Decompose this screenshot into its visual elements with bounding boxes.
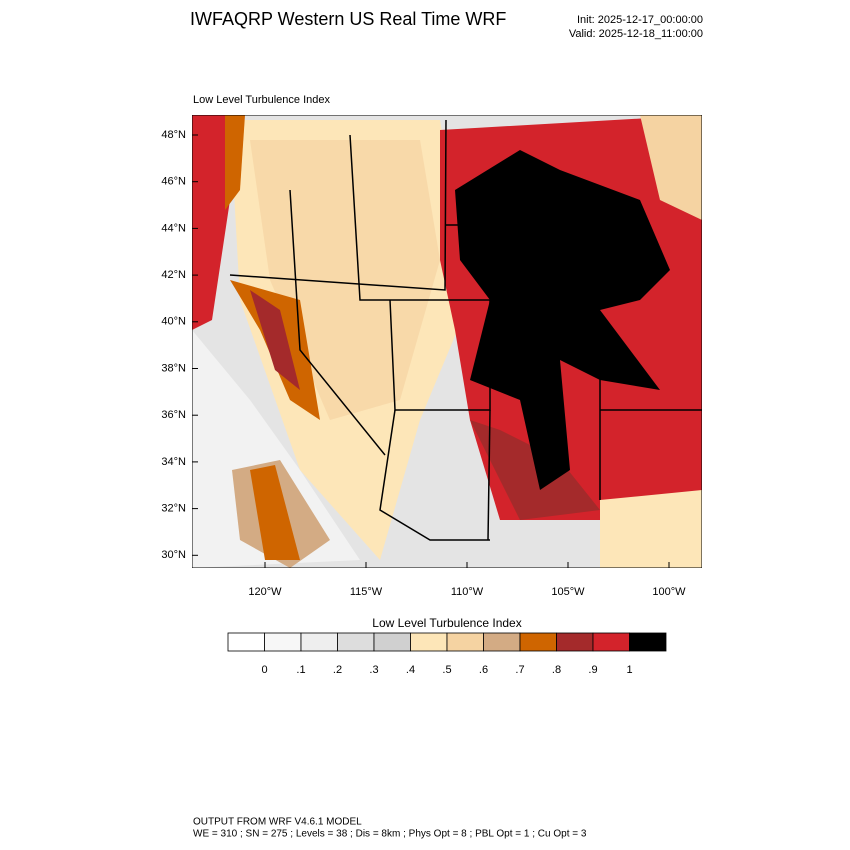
footer-line: WE = 310 ; SN = 275 ; Levels = 38 ; Dis … — [193, 829, 587, 840]
colorbar-label: .5 — [442, 664, 451, 676]
colorbar-label: .3 — [369, 664, 378, 676]
valid-time: Valid: 2025-12-18_11:00:00 — [569, 28, 703, 40]
lat-label: 40°N — [161, 316, 186, 328]
colorbar-box — [446, 632, 484, 652]
colorbar-title: Low Level Turbulence Index — [372, 616, 521, 630]
lon-label: 110°W — [451, 586, 484, 598]
colorbar-label: .7 — [515, 664, 524, 676]
lon-label: 120°W — [248, 586, 282, 598]
colorbar-box — [410, 632, 448, 652]
colorbar-label: .4 — [406, 664, 415, 676]
map-field — [192, 115, 702, 568]
colorbar-label: .6 — [479, 664, 488, 676]
colorbar-box — [592, 632, 630, 652]
colorbar-box — [629, 632, 667, 652]
map-subtitle: Low Level Turbulence Index — [193, 94, 330, 106]
colorbar-box — [519, 632, 557, 652]
lat-label: 44°N — [161, 222, 186, 234]
lat-label: 34°N — [161, 456, 186, 468]
colorbar-label: 1 — [626, 664, 632, 676]
map-axes: 48°N 46°N 44°N 42°N 40°N 38°N 36°N 34°N 32°N 30°N… — [161, 129, 686, 598]
colorbar-box — [556, 632, 594, 652]
footer-line: OUTPUT FROM WRF V4.6.1 MODEL — [193, 817, 362, 828]
lat-label: 30°N — [161, 549, 186, 561]
colorbar-box — [483, 632, 521, 652]
colorbar-label: .8 — [552, 664, 561, 676]
init-time: Init: 2025-12-17_00:00:00 — [577, 14, 703, 26]
lat-label: 48°N — [161, 129, 186, 141]
title: IWFAQRP Western US Real Time WRF — [190, 9, 506, 29]
colorbar: 0 .1 .2 .3 .4 .5 .6 .7 .8 .9 1 — [227, 632, 667, 676]
colorbar-box — [337, 632, 375, 652]
colorbar-label: .2 — [333, 664, 342, 676]
lat-label: 42°N — [161, 269, 186, 281]
lon-label: 115°W — [350, 586, 383, 598]
colorbar-box — [373, 632, 411, 652]
colorbar-label: .1 — [296, 664, 305, 676]
colorbar-box — [300, 632, 338, 652]
colorbar-label: 0 — [261, 664, 267, 676]
lat-label: 36°N — [161, 409, 186, 421]
state-borders — [229, 119, 702, 541]
colorbar-label: .9 — [588, 664, 597, 676]
colorbar-box — [227, 632, 265, 652]
lon-label: 100°W — [652, 586, 686, 598]
colorbar-box — [264, 632, 302, 652]
lat-label: 46°N — [161, 176, 186, 188]
lat-label: 32°N — [161, 503, 186, 515]
lon-label: 105°W — [551, 586, 585, 598]
lat-label: 38°N — [161, 362, 186, 374]
